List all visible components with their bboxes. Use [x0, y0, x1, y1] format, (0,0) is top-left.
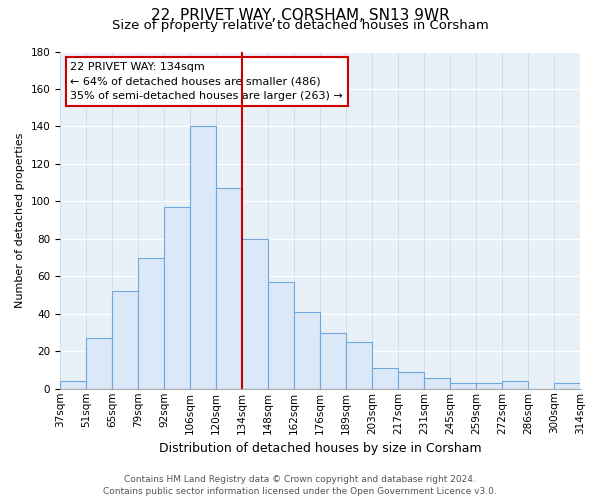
Bar: [346, 342, 372, 389]
Bar: [294, 312, 320, 389]
Bar: [268, 282, 294, 389]
Bar: [60, 382, 86, 389]
Bar: [112, 292, 138, 389]
Text: Contains HM Land Registry data © Crown copyright and database right 2024.
Contai: Contains HM Land Registry data © Crown c…: [103, 474, 497, 496]
X-axis label: Distribution of detached houses by size in Corsham: Distribution of detached houses by size …: [159, 442, 481, 455]
Text: 22 PRIVET WAY: 134sqm
← 64% of detached houses are smaller (486)
35% of semi-det: 22 PRIVET WAY: 134sqm ← 64% of detached …: [70, 62, 343, 101]
Bar: [190, 126, 216, 389]
Bar: [242, 239, 268, 389]
Bar: [216, 188, 242, 389]
Bar: [476, 383, 502, 389]
Bar: [450, 383, 476, 389]
Bar: [424, 378, 450, 389]
Bar: [554, 383, 580, 389]
Bar: [372, 368, 398, 389]
Bar: [502, 382, 528, 389]
Bar: [86, 338, 112, 389]
Bar: [138, 258, 164, 389]
Bar: [320, 332, 346, 389]
Bar: [398, 372, 424, 389]
Text: Size of property relative to detached houses in Corsham: Size of property relative to detached ho…: [112, 19, 488, 32]
Text: 22, PRIVET WAY, CORSHAM, SN13 9WR: 22, PRIVET WAY, CORSHAM, SN13 9WR: [151, 8, 449, 22]
Bar: [164, 207, 190, 389]
Y-axis label: Number of detached properties: Number of detached properties: [15, 132, 25, 308]
